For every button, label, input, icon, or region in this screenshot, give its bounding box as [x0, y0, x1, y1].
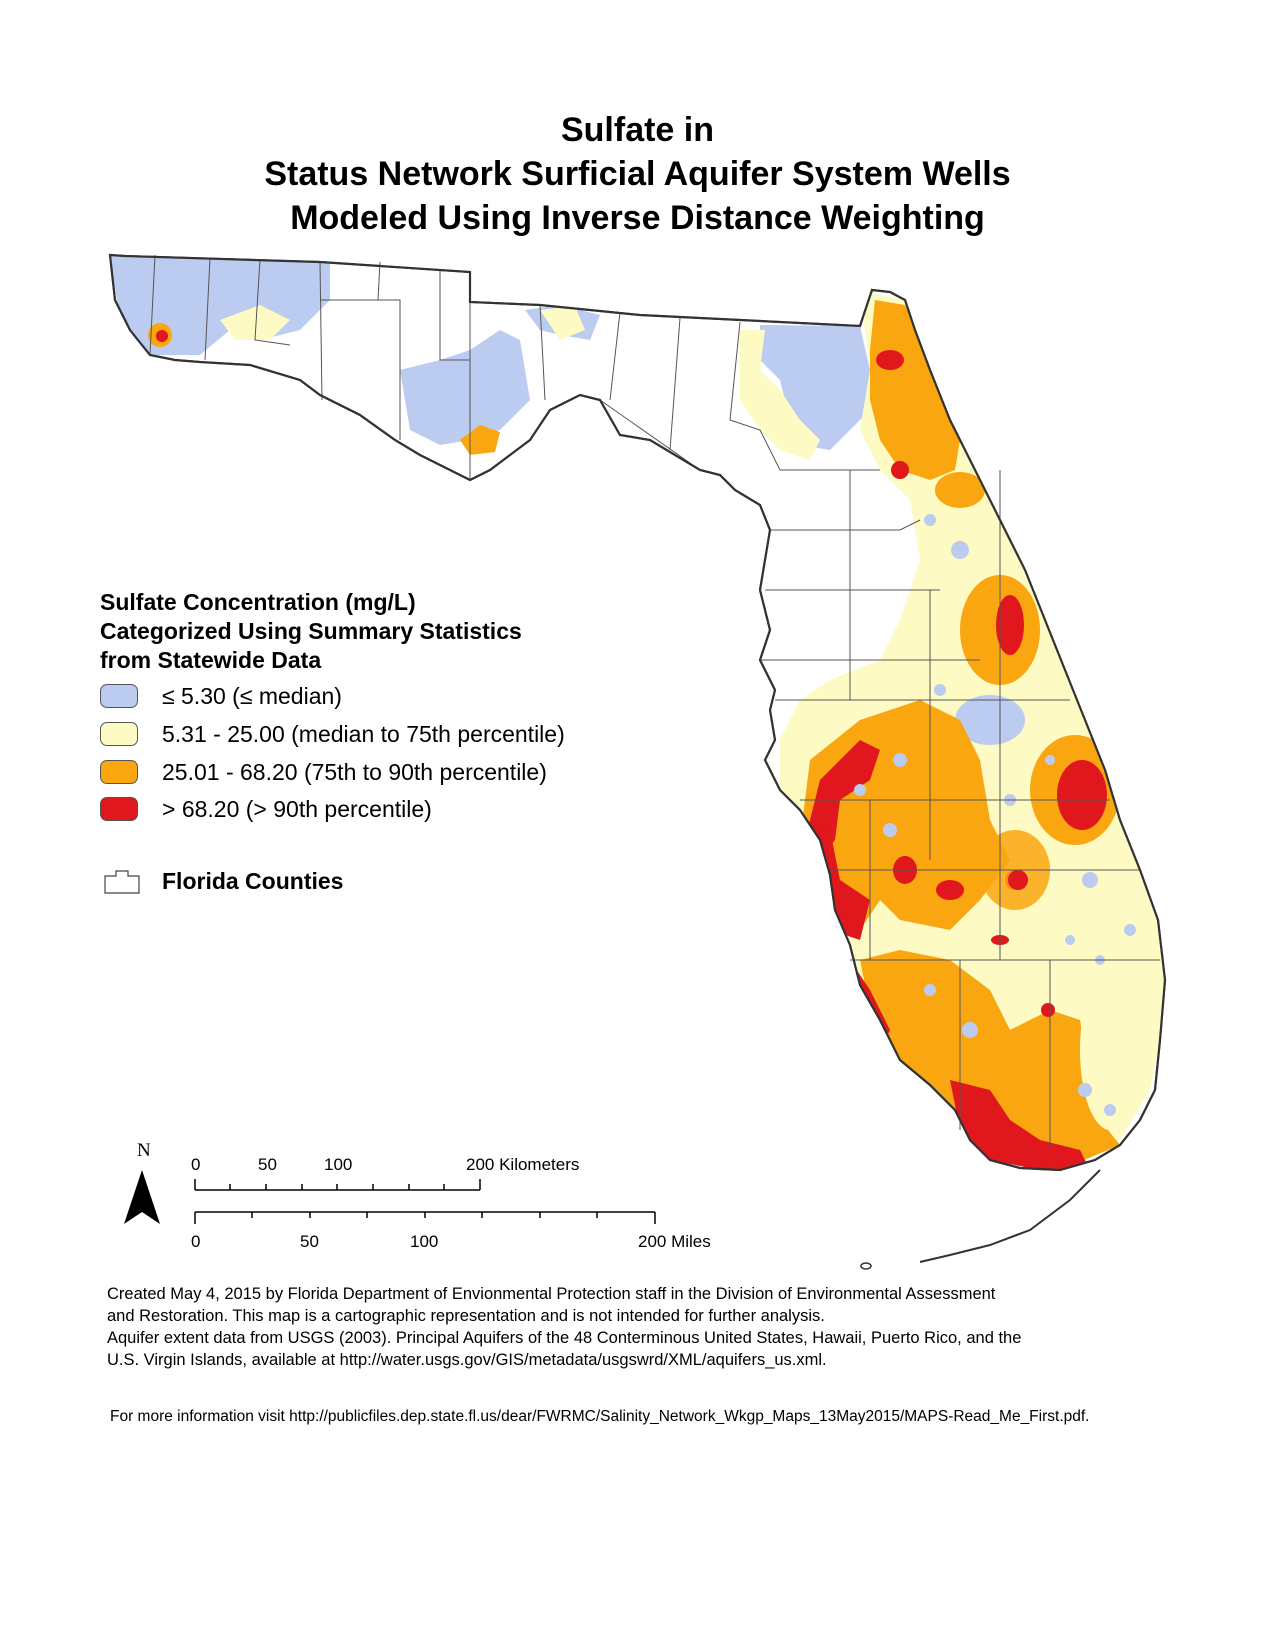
credits-block: Created May 4, 2015 by Florida Departmen…: [107, 1283, 1187, 1371]
county-boundaries: [149, 254, 1160, 1150]
low-spot: [951, 541, 969, 559]
mi-end-label: 200 Miles: [638, 1232, 711, 1251]
county-line: [319, 261, 323, 401]
keys-island: [860, 1262, 872, 1270]
legend-title-line-3: from Statewide Data: [100, 647, 322, 673]
moderate-zone-panhandle-2: [540, 306, 585, 340]
very-high-zone-central-east: [996, 595, 1024, 655]
moderate-zone-northeast: [740, 330, 820, 460]
km-tick-label-100: 100: [324, 1155, 353, 1174]
county-line: [729, 321, 781, 471]
map-title-line-1: Sulfate in: [560, 111, 715, 149]
florida-keys: [919, 1169, 1101, 1263]
low-zone-central: [955, 695, 1025, 745]
low-spot: [1078, 1083, 1092, 1097]
mi-tick-label-0: 0: [191, 1232, 201, 1251]
north-label: N: [137, 1140, 151, 1161]
low-spot: [1065, 935, 1075, 945]
legend-label-low: ≤ 5.30 (≤ median): [162, 683, 342, 709]
county-line: [377, 261, 381, 301]
county-line: [539, 304, 546, 401]
km-tick-label-50: 50: [258, 1155, 277, 1174]
county-line: [609, 311, 621, 401]
low-spot: [854, 784, 866, 796]
low-spot: [1082, 872, 1098, 888]
more-info-link[interactable]: For more information visit http://public…: [110, 1408, 1090, 1425]
county-line: [439, 270, 470, 361]
very-high-spot-okeechobee: [1008, 870, 1028, 890]
low-spot: [844, 304, 856, 316]
very-high-zone-treasure-coast: [1057, 760, 1107, 830]
low-spot: [924, 984, 936, 996]
high-spot-daytona: [935, 472, 985, 508]
county-outline-icon: [104, 870, 140, 894]
county-line: [204, 257, 211, 361]
legend-label-counties: Florida Counties: [162, 868, 344, 894]
mi-tick-label-50: 50: [300, 1232, 319, 1251]
map-title-line-3: Modeled Using Inverse Distance Weighting: [290, 199, 985, 237]
low-spot: [1124, 924, 1136, 936]
very-high-spot-hardee: [936, 880, 964, 900]
low-spot: [1045, 755, 1055, 765]
legend-label-very-high: > 68.20 (> 90th percentile): [162, 796, 432, 822]
mi-tick-label-100: 100: [410, 1232, 439, 1251]
legend-swatch-high: [100, 760, 138, 784]
county-line: [770, 519, 921, 531]
low-zone-northeast: [760, 325, 870, 450]
km-tick-label-0: 0: [191, 1155, 201, 1174]
low-spot: [893, 753, 907, 767]
low-spot: [934, 684, 946, 696]
very-high-spot-jax: [876, 350, 904, 370]
county-line: [320, 299, 401, 440]
high-zone-jacksonville: [870, 300, 960, 480]
county-line: [599, 399, 701, 471]
credits-line-1: Created May 4, 2015 by Florida Departmen…: [107, 1285, 996, 1303]
map-title: Sulfate in Status Network Surficial Aqui…: [0, 108, 1275, 240]
high-zone-south: [860, 950, 1120, 1170]
km-end-label: 200 Kilometers: [466, 1155, 580, 1174]
concentration-surface: [110, 255, 1165, 1170]
very-high-zone-everglades: [950, 1080, 1090, 1170]
county-line: [149, 254, 156, 356]
moderate-zone-miami: [1080, 970, 1140, 1130]
county-line: [669, 317, 681, 451]
very-high-spot-pensacola: [156, 330, 168, 342]
legend-label-moderate: 5.31 - 25.00 (median to 75th percentile): [162, 721, 565, 747]
very-high-spot-jax-2: [891, 461, 909, 479]
legend-swatch-low: [100, 684, 138, 708]
low-spot: [1104, 1104, 1116, 1116]
credits-line-2: and Restoration. This map is a cartograp…: [107, 1307, 825, 1325]
county-line: [254, 259, 291, 346]
low-spot: [924, 514, 936, 526]
north-arrow-icon: [124, 1170, 160, 1224]
credits-line-3: Aquifer extent data from USGS (2003). Pr…: [107, 1329, 1022, 1347]
legend-swatch-very-high: [100, 797, 138, 821]
florida-coastline: [108, 253, 1167, 1172]
legend-title-line-1: Sulfate Concentration (mg/L): [100, 589, 416, 615]
credits-line-4: U.S. Virgin Islands, available at http:/…: [107, 1351, 827, 1369]
low-zone-panhandle-mid: [400, 330, 530, 445]
low-spot: [962, 1022, 978, 1038]
map-title-line-2: Status Network Surficial Aquifer System …: [264, 155, 1011, 193]
moderate-zone-panhandle: [220, 305, 290, 340]
low-spot: [883, 823, 897, 837]
low-value-spots: [844, 304, 1136, 1116]
map-legend: Sulfate Concentration (mg/L) Categorized…: [100, 588, 565, 822]
legend-label-high: 25.01 - 68.20 (75th to 90th percentile): [162, 759, 547, 785]
legend-title-line-2: Categorized Using Summary Statistics: [100, 618, 522, 644]
legend-swatch-moderate: [100, 722, 138, 746]
very-high-spot-big-cypress: [1041, 1003, 1055, 1017]
